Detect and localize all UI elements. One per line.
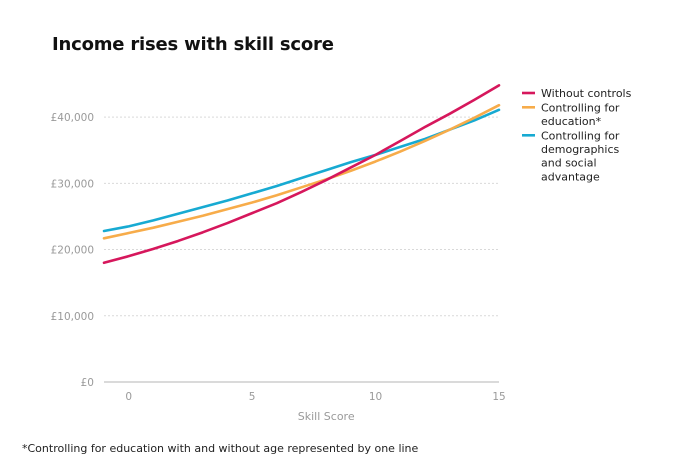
footnote: *Controlling for education with and with…	[22, 442, 419, 455]
series-line-1	[102, 103, 501, 240]
x-tick-label: 5	[249, 391, 256, 403]
x-tick-label: 10	[369, 391, 382, 403]
legend-item: Controlling for education*	[522, 101, 620, 128]
y-tick-label: £20,000	[51, 245, 94, 257]
chart-title: Income rises with skill score	[52, 34, 334, 55]
x-tick-label: 0	[125, 391, 132, 403]
y-tick-label: £10,000	[51, 311, 94, 323]
y-tick-label: £40,000	[51, 112, 94, 124]
series-line-2	[102, 108, 501, 233]
y-tick-label: £0	[81, 377, 94, 389]
legend-label: Without controls	[541, 87, 632, 100]
legend-label: Controlling for demographics and social adv…	[541, 129, 620, 183]
x-axis-title: Skill Score	[298, 410, 355, 423]
legend-item: Controlling for demographics and social adv…	[522, 129, 620, 183]
gridlines	[104, 116, 499, 317]
series-lines	[102, 84, 501, 265]
y-tick-label: £30,000	[51, 178, 94, 190]
y-axis-tick-labels: £0 £10,000 £20,000 £30,000 £40,000	[51, 112, 94, 389]
x-axis-tick-labels: 0 5 10 15	[125, 391, 505, 403]
legend-item: Without controls	[522, 87, 632, 100]
legend-label: Controlling for education*	[541, 101, 620, 128]
x-tick-label: 15	[492, 391, 505, 403]
series-line-0	[102, 84, 501, 265]
